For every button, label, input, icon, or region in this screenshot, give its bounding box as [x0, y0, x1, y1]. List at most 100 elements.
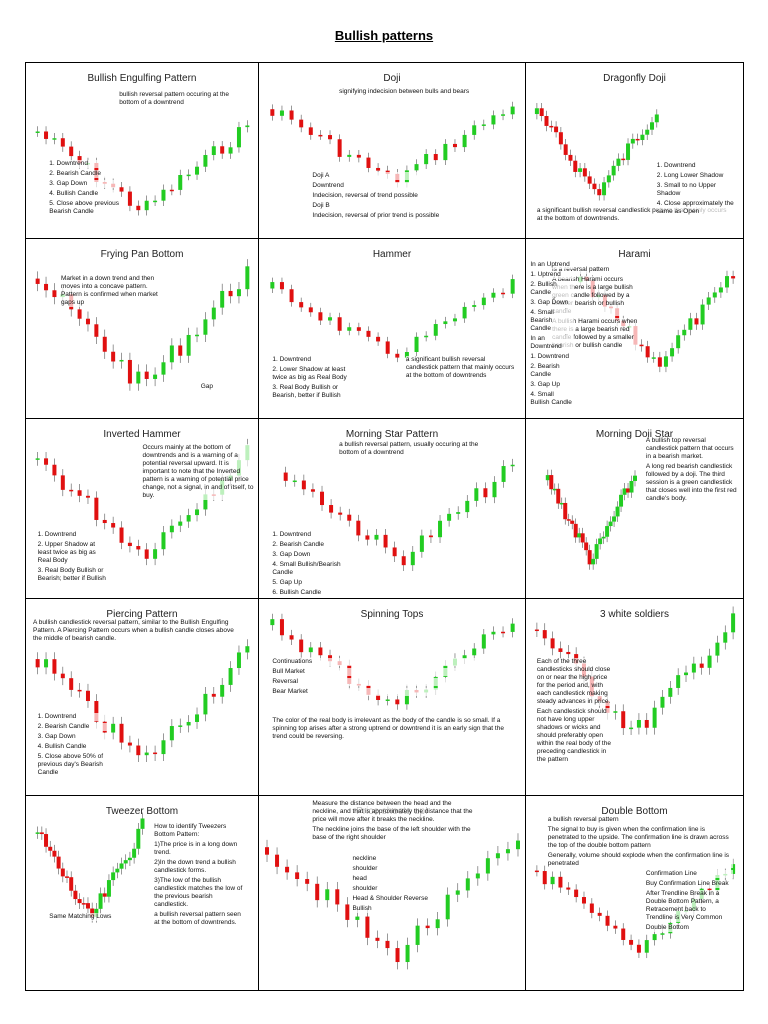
candle-body [65, 876, 70, 878]
candle-body [630, 138, 635, 144]
pattern-cell: Double Bottom a bullish reversal pattern T… [525, 795, 744, 991]
candle-body [652, 707, 657, 728]
candle-body [337, 139, 342, 157]
pattern-cell: Dragonfly Doji a significant bullish reve… [525, 62, 744, 239]
candle-body [77, 899, 82, 904]
label-text: 3. Small to no Upper Shadow [656, 181, 740, 198]
pattern-title: Dragonfly Doji [603, 73, 666, 84]
candle-body [676, 335, 681, 349]
label-text: shoulder [352, 884, 433, 893]
candle-body [550, 638, 555, 649]
candle-body [39, 832, 44, 835]
candle-body [581, 897, 586, 904]
pattern-cell: Doji signifying indecision between bulls … [258, 62, 526, 239]
candle-body [85, 903, 90, 909]
list-box: 1. Downtrend 2. Bearish Candle 3. Gap Down… [37, 713, 108, 778]
list-box: Same Matching Lows [49, 913, 143, 921]
pattern-cell: Price shoots up!Measure the distance bet… [258, 795, 526, 991]
candle-body [136, 745, 141, 756]
candle-body [236, 652, 241, 669]
candle-body [94, 324, 99, 337]
notes-box: a significant bullish reversal candlesti… [405, 356, 518, 380]
candle-body [283, 472, 288, 481]
candle-body [395, 948, 400, 963]
candle-body [621, 928, 626, 940]
label-text: 1. Downtrend [272, 530, 353, 539]
candle-body [510, 279, 515, 294]
candle-body [299, 639, 304, 653]
label-text: shoulder [352, 864, 433, 873]
candle-body [573, 523, 578, 538]
candle-body [136, 828, 141, 849]
candle-body [228, 668, 233, 685]
candle-body [119, 723, 124, 743]
candle-body [308, 307, 313, 313]
candle-body [195, 509, 200, 516]
label-text: Double Bottom [645, 924, 734, 933]
candle-body [491, 292, 496, 298]
candle-body [534, 870, 539, 873]
pattern-title: Frying Pan Bottom [100, 249, 184, 260]
candle-body [186, 515, 191, 522]
label-text: Indecision, reversal of prior trend is p… [312, 212, 500, 221]
notes-box: a bullish reversal pattern, usually occu… [339, 440, 500, 457]
candle-body [292, 480, 297, 483]
candle-body [56, 856, 61, 869]
candle-body [265, 847, 270, 855]
candle-body [305, 879, 310, 884]
candle-body [452, 318, 457, 322]
candle-body [621, 711, 626, 729]
label-text: 4. Small Bearish Candle [530, 308, 574, 333]
label-text: 3. Gap Up [530, 380, 574, 389]
list-box: In an Uptrend 1. Uptrend 2. Bullish Candle… [530, 260, 574, 407]
candle-body [347, 327, 352, 331]
candle-body [443, 321, 448, 325]
candle-body [35, 659, 40, 668]
candle-body [605, 526, 610, 537]
candle-body [69, 877, 74, 891]
candle-body [424, 335, 429, 338]
candle-body [144, 752, 149, 756]
chart-illustration [270, 613, 515, 710]
candle-body [414, 336, 419, 352]
candle-body [245, 266, 250, 290]
label-text: Gap [200, 383, 248, 391]
candle-body [645, 346, 650, 358]
candle-body [605, 915, 610, 926]
candle-body [483, 488, 488, 498]
candle-body [405, 944, 410, 963]
candle-body [365, 535, 370, 540]
candle-body [195, 714, 200, 722]
candle-body [605, 700, 610, 713]
candle-body [289, 110, 294, 120]
list-box: 1. Downtrend 2. Bearish Candle 3. Gap Down… [272, 530, 353, 597]
pattern-cell: 3 white soldiers Each of the three candle… [525, 598, 744, 796]
candle-body [127, 359, 132, 384]
candle-body [539, 108, 544, 117]
candle-body [626, 488, 631, 493]
candle-body [644, 719, 649, 728]
label-text: 5. Close above 50% of previous day's Bea… [37, 753, 108, 778]
note-text: Measure the distance between the head an… [312, 799, 473, 824]
candle-body [94, 701, 99, 722]
candle-body [161, 189, 166, 201]
candle-body [144, 200, 149, 211]
note-text: 3)The low of the bullish candlestick mat… [154, 877, 248, 910]
label-text: 5. Close above previous Bearish Candle [49, 199, 120, 216]
candle-body [60, 475, 65, 490]
candle-body [640, 134, 645, 141]
candle-body [404, 351, 409, 358]
candle-body [111, 723, 116, 733]
pattern-title: Double Bottom [601, 806, 668, 817]
candle-body [395, 353, 400, 358]
candle-body [144, 371, 149, 379]
note-text: a bullish reversal pattern [547, 815, 734, 824]
candle-body [161, 740, 166, 755]
pattern-title: Spinning Tops [360, 609, 424, 620]
candle-body [289, 635, 294, 640]
candle-body [73, 890, 78, 900]
candle-body [606, 175, 611, 183]
chart-illustration [35, 812, 145, 923]
candle-body [447, 513, 452, 521]
candle-body [715, 642, 720, 656]
